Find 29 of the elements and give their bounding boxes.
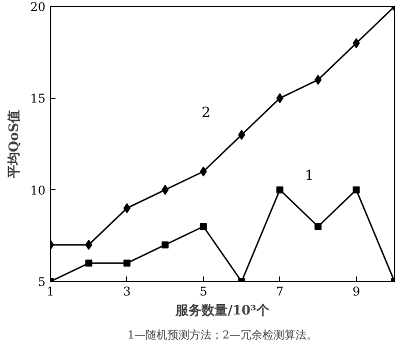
- point: [276, 186, 284, 194]
- text: 1—随机预测方法；2—冗余检测算法。: [128, 328, 318, 342]
- y-axis-title: 平均QoS值: [7, 110, 22, 180]
- x-tick-label: 7: [276, 284, 284, 298]
- point: [85, 260, 92, 267]
- y-tick-label: 20: [30, 0, 46, 14]
- x-tick-label: 3: [123, 284, 131, 298]
- x-axis-title: 服务数量/10³个: [174, 304, 270, 318]
- point: [238, 130, 246, 140]
- point: [352, 38, 360, 48]
- point: [200, 166, 207, 176]
- point: [352, 186, 360, 194]
- y-tick-label: 5: [38, 275, 46, 289]
- y-tick-label: 15: [30, 92, 46, 106]
- point: [123, 260, 130, 267]
- point: [85, 240, 92, 250]
- point: [123, 203, 130, 214]
- point: [200, 223, 207, 230]
- point: [314, 74, 322, 85]
- x-tick-label: 5: [200, 284, 208, 298]
- series-label: 1: [304, 168, 314, 184]
- y-tick-label: 10: [30, 183, 46, 198]
- text: 2: [202, 104, 211, 121]
- point: [162, 241, 169, 248]
- point: [162, 184, 169, 195]
- x-tick-label: 9: [352, 284, 360, 298]
- point: [314, 223, 322, 230]
- point: [276, 93, 284, 104]
- x-tick-label: 1: [46, 284, 54, 298]
